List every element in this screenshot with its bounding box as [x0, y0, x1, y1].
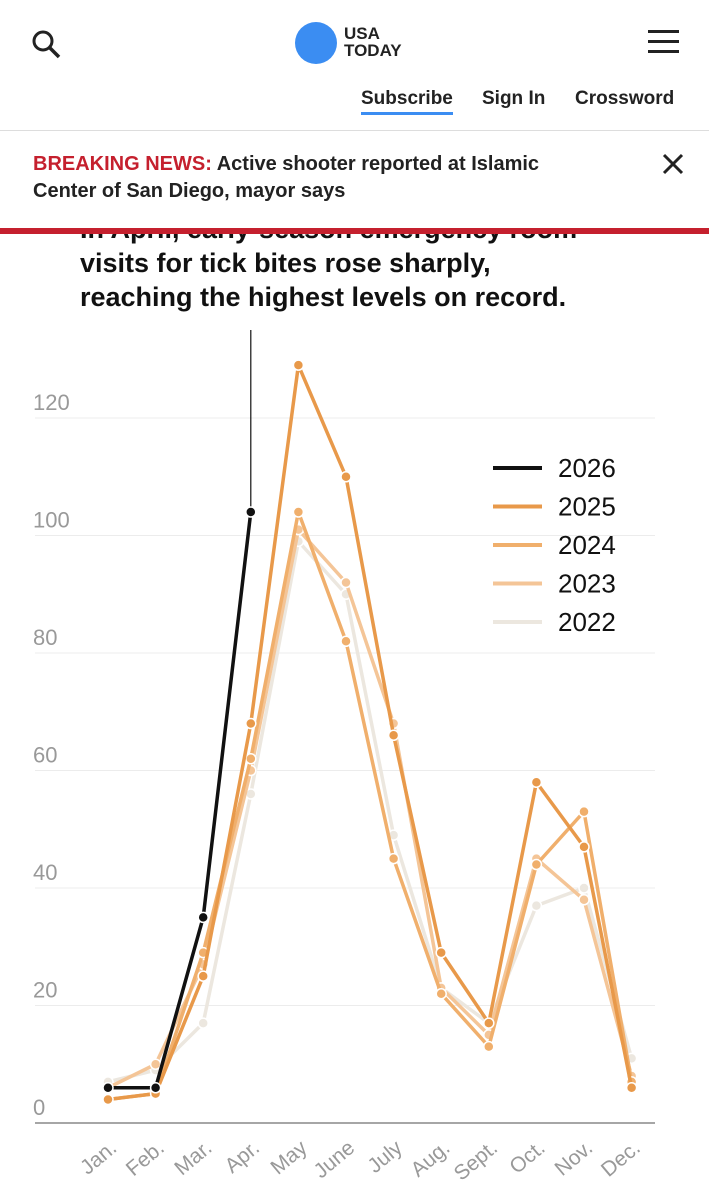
- point: [340, 576, 352, 589]
- nav-link[interactable]: Sign In: [482, 88, 546, 109]
- point: [387, 729, 400, 741]
- point: [149, 1082, 162, 1094]
- point: [292, 359, 305, 371]
- line: [107, 510, 634, 1102]
- y-tick-label: 80: [33, 625, 57, 650]
- point: [387, 852, 400, 865]
- point: [578, 805, 590, 818]
- point: [483, 1017, 495, 1029]
- breaking-headline: Active shooter reported at Islamic: [216, 153, 540, 175]
- logo-circle[interactable]: [294, 21, 338, 65]
- point: [578, 841, 590, 853]
- x-tick-label: Nov.: [551, 1136, 598, 1180]
- point: [483, 1040, 495, 1053]
- line: [107, 363, 634, 1102]
- point: [578, 882, 590, 894]
- point: [197, 911, 209, 924]
- y-tick-label: 120: [33, 390, 70, 415]
- point: [245, 753, 257, 765]
- point: [245, 506, 257, 518]
- x-tick-label: Dec.: [597, 1136, 645, 1181]
- legend-label: 2023: [558, 569, 616, 599]
- legend-label: 2025: [558, 492, 616, 522]
- x-tick-label: July: [363, 1136, 407, 1178]
- x-tick-label: Mar.: [170, 1136, 216, 1180]
- legend-label: 2026: [558, 453, 616, 483]
- search-icon[interactable]: [30, 28, 62, 60]
- series: [102, 506, 257, 1094]
- point: [340, 471, 352, 483]
- legend-label: 2024: [558, 530, 616, 560]
- point: [197, 970, 209, 982]
- x-tick-label: May: [266, 1136, 312, 1179]
- point: [340, 635, 352, 647]
- point: [292, 506, 305, 518]
- logo-text[interactable]: USA TODAY: [344, 25, 402, 59]
- point: [102, 1093, 114, 1106]
- point: [435, 946, 447, 959]
- x-tick-label: Jan.: [76, 1136, 121, 1179]
- point: [578, 894, 590, 906]
- point: [530, 899, 543, 912]
- x-tick-label: Oct.: [505, 1136, 549, 1178]
- series: [102, 359, 638, 1106]
- breaking-banner: BREAKING NEWS: Active shooter reported a…: [0, 131, 709, 234]
- point: [625, 1082, 638, 1094]
- legend-label: 2022: [558, 607, 616, 637]
- point: [102, 1082, 114, 1094]
- x-tick-label: Sept.: [450, 1136, 502, 1185]
- line: [108, 511, 253, 1090]
- point: [245, 717, 257, 730]
- close-icon[interactable]: [662, 153, 684, 175]
- y-tick-label: 100: [33, 508, 70, 533]
- x-tick-label: Feb.: [122, 1136, 169, 1181]
- y-tick-label: 40: [33, 860, 57, 885]
- logo-line: TODAY: [344, 41, 402, 60]
- y-tick-label: 60: [33, 743, 57, 768]
- x-tick-label: Apr.: [221, 1136, 264, 1178]
- series: [102, 506, 638, 1106]
- logo-line: USA: [344, 24, 380, 43]
- line: [107, 539, 634, 1084]
- nav-link[interactable]: Crossword: [575, 88, 675, 109]
- point: [530, 776, 543, 788]
- y-tick-label: 0: [33, 1095, 45, 1120]
- nav-link[interactable]: Subscribe: [361, 88, 453, 115]
- point: [435, 988, 447, 1000]
- breaking-label: BREAKING NEWS:: [33, 153, 212, 175]
- title-line: visits for tick bites rose sharply,: [80, 248, 491, 278]
- point: [197, 1017, 209, 1029]
- breaking-text[interactable]: BREAKING NEWS: Active shooter reported a…: [33, 151, 623, 205]
- point: [530, 858, 543, 871]
- menu-icon[interactable]: [648, 29, 680, 55]
- x-tick-label: Aug.: [407, 1136, 455, 1181]
- y-tick-label: 20: [33, 978, 57, 1003]
- x-tick-label: June: [310, 1136, 360, 1183]
- site-header: USA TODAY Subscribe Sign In Crossword: [0, 0, 709, 131]
- point: [149, 1058, 162, 1070]
- title-line: reaching the highest levels on record.: [80, 282, 567, 312]
- breaking-headline: Center of San Diego, mayor says: [33, 180, 346, 202]
